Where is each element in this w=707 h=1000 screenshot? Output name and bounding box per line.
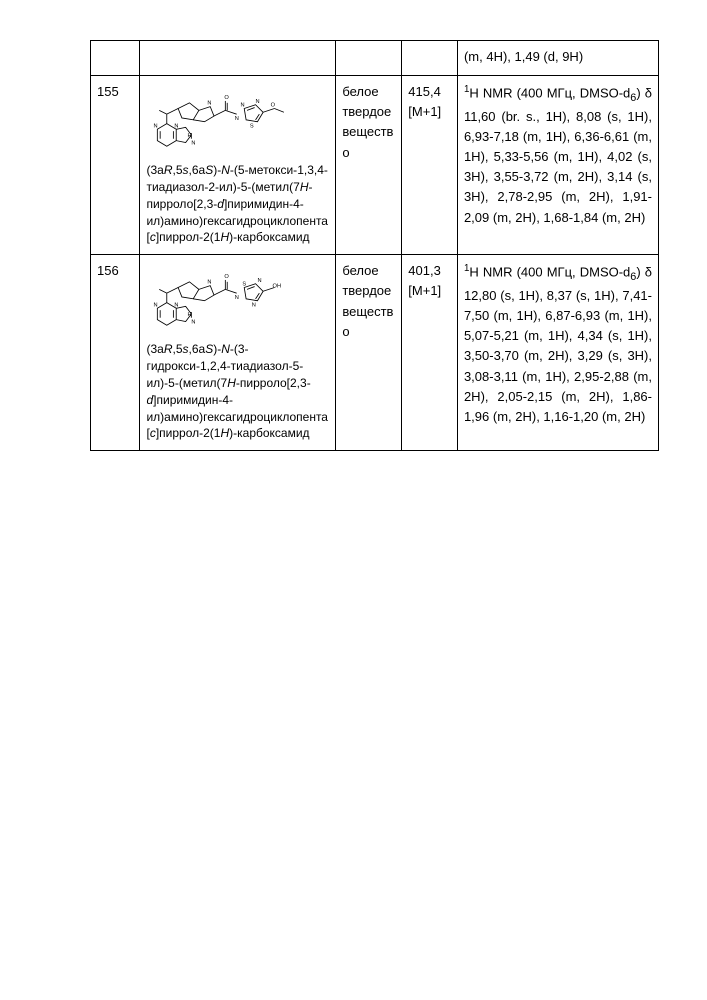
svg-text:N: N xyxy=(208,280,212,286)
cell-nmr: 1H NMR (400 МГц, DMSO-d6) δ 12,80 (s, 1H… xyxy=(457,255,658,451)
cell-appearance xyxy=(336,41,402,76)
compound-name: (3aR,5s,6aS)-N-(3-гидрокси-1,2,4-тиадиаз… xyxy=(146,341,329,442)
cell-nmr: (m, 4H), 1,49 (d, 9H) xyxy=(457,41,658,76)
svg-text:OH: OH xyxy=(273,284,281,290)
svg-text:H: H xyxy=(188,133,192,139)
cell-nmr: 1H NMR (400 МГц, DMSO-d6) δ 11,60 (br. s… xyxy=(457,76,658,255)
page: (m, 4H), 1,49 (d, 9H) 155 xyxy=(0,0,707,1000)
cell-mass: 415,4 [M+1] xyxy=(402,76,458,255)
svg-text:O: O xyxy=(271,103,276,109)
cell-structure: N N N N O N S N N OH H xyxy=(140,255,336,451)
svg-text:N: N xyxy=(252,303,256,309)
structure-diagram: N N N N O N S N N OH H xyxy=(146,261,329,341)
table-row: 155 xyxy=(91,76,659,255)
cell-structure xyxy=(140,41,336,76)
molecule-svg: N N N N O N N N S O H xyxy=(146,82,316,152)
compound-name: (3aR,5s,6aS)-N-(5-метокси-1,3,4-тиадиазо… xyxy=(146,162,329,246)
svg-text:S: S xyxy=(243,282,247,288)
table-row: (m, 4H), 1,49 (d, 9H) xyxy=(91,41,659,76)
svg-text:O: O xyxy=(225,274,230,280)
cell-num: 155 xyxy=(91,76,140,255)
svg-text:N: N xyxy=(154,303,158,309)
svg-text:O: O xyxy=(225,95,230,101)
svg-text:N: N xyxy=(208,101,212,107)
cell-num: 156 xyxy=(91,255,140,451)
table-row: 156 xyxy=(91,255,659,451)
svg-text:H: H xyxy=(188,312,192,318)
svg-text:N: N xyxy=(192,320,196,326)
cell-mass xyxy=(402,41,458,76)
cell-appearance: белое твердое вещество xyxy=(336,255,402,451)
svg-text:N: N xyxy=(256,99,260,105)
table-body: (m, 4H), 1,49 (d, 9H) 155 xyxy=(91,41,659,451)
svg-text:N: N xyxy=(192,141,196,147)
svg-text:N: N xyxy=(235,116,239,122)
svg-text:N: N xyxy=(175,303,179,309)
svg-text:N: N xyxy=(241,103,245,109)
molecule-svg: N N N N O N S N N OH H xyxy=(146,261,316,331)
data-table: (m, 4H), 1,49 (d, 9H) 155 xyxy=(90,40,659,451)
cell-mass: 401,3 [M+1] xyxy=(402,255,458,451)
svg-text:N: N xyxy=(235,295,239,301)
cell-structure: N N N N O N N N S O H xyxy=(140,76,336,255)
svg-text:S: S xyxy=(250,124,254,130)
cell-appearance: белое твердое вещество xyxy=(336,76,402,255)
structure-diagram: N N N N O N N N S O H xyxy=(146,82,329,162)
svg-text:N: N xyxy=(175,124,179,130)
svg-text:N: N xyxy=(258,278,262,284)
svg-text:N: N xyxy=(154,124,158,130)
cell-num xyxy=(91,41,140,76)
